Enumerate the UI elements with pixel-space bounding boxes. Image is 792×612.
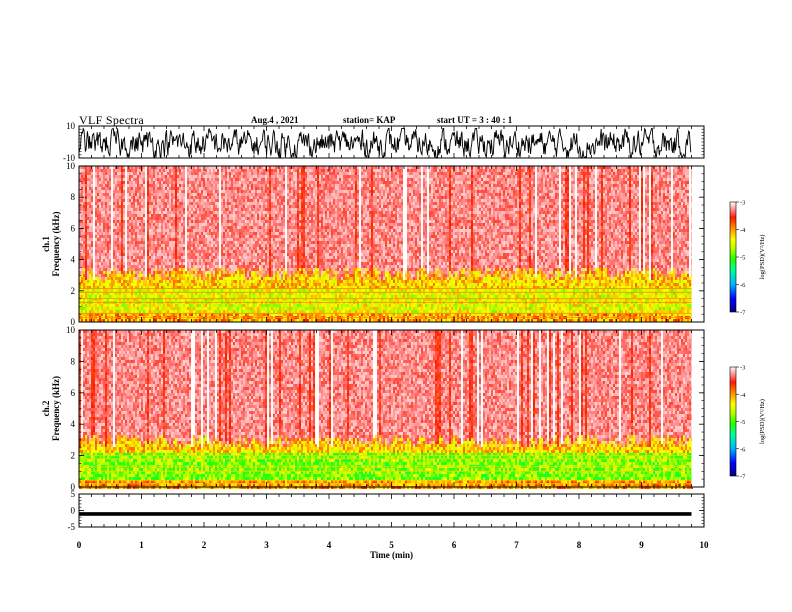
y-tick-label: 5 — [71, 489, 76, 499]
colorbar-tick-label: -6 — [740, 446, 746, 453]
x-tick-label: 7 — [514, 540, 519, 550]
y-tick-label: 10 — [66, 161, 76, 171]
y-tick-label: 6 — [71, 223, 76, 233]
x-tick-label: 9 — [639, 540, 644, 550]
x-tick-label: 5 — [389, 540, 394, 550]
x-tick-label: 0 — [77, 540, 82, 550]
plot-canvas: 10-101086420ch.1Frequency (kHz)1086420ch… — [0, 0, 792, 612]
colorbar-gradient — [730, 367, 736, 476]
y-tick-label: 4 — [71, 255, 76, 265]
y-tick-label: -5 — [68, 522, 76, 532]
x-tick-label: 6 — [452, 540, 457, 550]
y-tick-label: 2 — [71, 286, 76, 296]
ch3-waveform-band — [79, 512, 692, 516]
colorbar-tick-label: -3 — [740, 200, 745, 207]
colorbar-tick-label: -3 — [740, 365, 745, 372]
x-tick-label: 1 — [139, 540, 144, 550]
ch1-waveform-line — [79, 128, 691, 157]
colorbar-label: log(PSD)(V²/Hz) — [759, 399, 766, 444]
x-tick-label: 2 — [202, 540, 207, 550]
x-tick-label: 3 — [264, 540, 269, 550]
colorbar-1: -3 -4 -5 -6 -7 log(PSD)(V²/Hz) — [730, 200, 766, 317]
colorbar-label: log(PSD)(V²/Hz) — [759, 235, 766, 280]
vlf-spectra-figure: VLF Spectra Aug.4 , 2021 station= KAP st… — [0, 0, 792, 612]
colorbar-tick-label: -7 — [740, 474, 746, 481]
y-axis-label: ch.1Frequency (kHz) — [41, 211, 61, 276]
spectrogram-1 — [79, 166, 704, 322]
x-tick-label: 8 — [577, 540, 582, 550]
y-tick-label: 10 — [66, 121, 76, 131]
colorbar-2: -3 -4 -5 -6 -7 log(PSD)(V²/Hz) — [730, 365, 766, 481]
colorbar-tick-label: -6 — [740, 282, 746, 289]
colorbar-tick-label: -7 — [740, 310, 746, 317]
y-tick-label: 4 — [71, 419, 76, 429]
y-tick-label: 0 — [71, 506, 76, 516]
x-tick-label: 10 — [700, 540, 710, 550]
x-tick-label: 4 — [327, 540, 332, 550]
colorbar-tick-label: -4 — [740, 227, 746, 234]
colorbar-tick-label: -4 — [740, 392, 746, 399]
y-tick-label: 8 — [71, 356, 76, 366]
colorbar-tick-label: -5 — [740, 255, 745, 262]
colorbar-gradient — [730, 202, 736, 312]
y-tick-label: 8 — [71, 192, 76, 202]
y-axis-label: ch.2Frequency (kHz) — [41, 376, 61, 441]
colorbar-tick-label: -5 — [740, 419, 745, 426]
y-tick-label: 6 — [71, 388, 76, 398]
spectrogram-2 — [79, 330, 704, 489]
x-axis-label: Time (min) — [370, 550, 413, 560]
y-tick-label: 10 — [66, 325, 76, 335]
y-tick-label: 2 — [71, 451, 76, 461]
